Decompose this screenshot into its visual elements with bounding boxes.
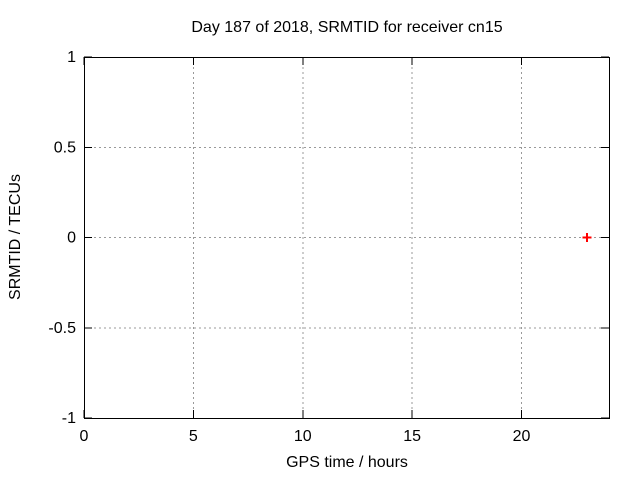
- y-tick-label: 1: [67, 49, 76, 66]
- x-tick-label: 10: [294, 428, 312, 445]
- x-tick-label: 0: [80, 428, 89, 445]
- x-tick-label: 5: [189, 428, 198, 445]
- x-tick-label: 20: [513, 428, 531, 445]
- plot-border: [84, 57, 610, 419]
- y-tick-label: -1: [62, 410, 76, 427]
- y-axis-label: SRMTID / TECUs: [7, 174, 24, 300]
- x-axis-label: GPS time / hours: [286, 454, 408, 471]
- x-tick-label: 15: [403, 428, 421, 445]
- data-point-marker: [582, 233, 592, 242]
- y-tick-label: 0: [67, 230, 76, 247]
- y-tick-label: 0.5: [54, 139, 76, 156]
- chart-title: Day 187 of 2018, SRMTID for receiver cn1…: [191, 19, 503, 36]
- y-tick-label: -0.5: [48, 320, 76, 337]
